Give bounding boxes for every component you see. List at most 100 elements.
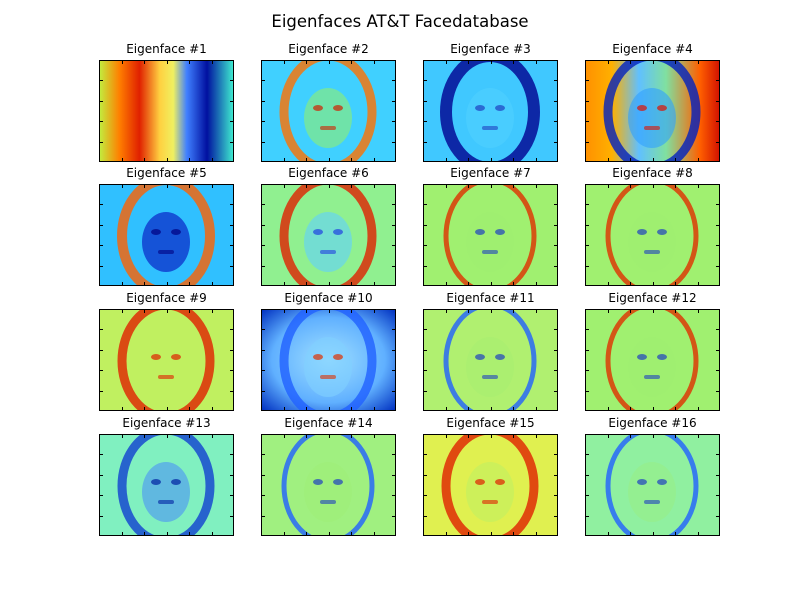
eye-region — [475, 229, 485, 235]
eigenface-image — [423, 309, 558, 411]
hair-halo — [443, 184, 537, 286]
mouth-region — [644, 500, 660, 504]
eye-region — [657, 105, 667, 111]
face-region — [304, 88, 352, 148]
eigenface-heatmap — [423, 60, 558, 162]
panel-border — [99, 184, 234, 286]
panel-border — [261, 309, 396, 411]
panel-title: Eigenface #4 — [612, 42, 693, 56]
face-region — [304, 337, 352, 397]
eigenface-heatmap — [423, 309, 558, 411]
panel-border — [423, 309, 558, 411]
hair-halo — [605, 309, 699, 411]
eye-region — [333, 105, 343, 111]
eigenface-image — [585, 434, 720, 536]
mouth-region — [320, 375, 336, 379]
hair-halo — [279, 60, 377, 162]
face-region — [142, 462, 190, 522]
eye-region — [313, 105, 323, 111]
face-region — [466, 337, 514, 397]
eye-region — [657, 229, 667, 235]
axis-ticks — [585, 434, 720, 536]
panel-border — [585, 60, 720, 162]
panel-border — [585, 309, 720, 411]
eye-region — [333, 229, 343, 235]
eye-region — [495, 354, 505, 360]
face-region — [466, 88, 514, 148]
eigenface-heatmap — [99, 434, 234, 536]
face-region — [304, 212, 352, 272]
mouth-region — [320, 500, 336, 504]
eigenface-heatmap — [585, 60, 720, 162]
eigenface-heatmap — [99, 184, 234, 286]
panel-title: Eigenface #12 — [608, 291, 697, 305]
eigenface-image — [261, 309, 396, 411]
mouth-region — [644, 375, 660, 379]
eye-region — [171, 229, 181, 235]
hair-halo — [117, 309, 215, 411]
eigenface-image — [261, 434, 396, 536]
panel-border — [261, 184, 396, 286]
eigenface-heatmap — [261, 60, 396, 162]
eye-region — [171, 354, 181, 360]
hair-halo — [441, 434, 539, 536]
hair-halo — [605, 184, 699, 286]
panel-title: Eigenface #6 — [288, 166, 369, 180]
panel-border — [423, 60, 558, 162]
eye-region — [313, 354, 323, 360]
panel-title: Eigenface #11 — [446, 291, 535, 305]
eigenface-heatmap — [423, 434, 558, 536]
face-region — [628, 88, 676, 148]
panel-title: Eigenface #9 — [126, 291, 207, 305]
eigenface-image — [99, 309, 234, 411]
eigenface-image — [585, 184, 720, 286]
eigenface-heatmap — [99, 60, 234, 162]
panel-title: Eigenface #14 — [284, 416, 373, 430]
hair-halo — [603, 60, 701, 162]
eye-region — [151, 229, 161, 235]
hair-halo — [279, 184, 377, 286]
panel-border — [261, 434, 396, 536]
eigenface-heatmap — [585, 184, 720, 286]
eye-region — [475, 354, 485, 360]
panel-border — [99, 60, 234, 162]
hair-halo — [443, 309, 537, 411]
hair-halo — [279, 309, 377, 411]
figure-title: Eigenfaces AT&T Facedatabase — [271, 12, 529, 31]
panel-border — [261, 60, 396, 162]
panel-title: Eigenface #13 — [122, 416, 211, 430]
eye-region — [171, 479, 181, 485]
eigenface-heatmap — [261, 309, 396, 411]
eigenface-image — [585, 60, 720, 162]
eigenface-image — [99, 60, 234, 162]
panel-border — [423, 434, 558, 536]
panel-title: Eigenface #5 — [126, 166, 207, 180]
eye-region — [657, 354, 667, 360]
eye-region — [637, 105, 647, 111]
mouth-region — [482, 250, 498, 254]
eye-region — [333, 479, 343, 485]
mouth-region — [320, 126, 336, 130]
eye-region — [475, 105, 485, 111]
eye-region — [313, 229, 323, 235]
panel-title: Eigenface #10 — [284, 291, 373, 305]
panel-title: Eigenface #15 — [446, 416, 535, 430]
eigenface-image — [99, 434, 234, 536]
eye-region — [151, 479, 161, 485]
mouth-region — [482, 500, 498, 504]
eigenface-image — [585, 309, 720, 411]
mouth-region — [482, 375, 498, 379]
eye-region — [495, 229, 505, 235]
eye-region — [495, 479, 505, 485]
face-region — [304, 462, 352, 522]
eigenface-image — [99, 184, 234, 286]
face-region — [466, 212, 514, 272]
hair-halo — [440, 60, 540, 162]
hair-halo — [605, 434, 699, 536]
eigenface-image — [423, 434, 558, 536]
panel-title: Eigenface #1 — [126, 42, 207, 56]
eigenface-image — [261, 60, 396, 162]
eye-region — [637, 479, 647, 485]
eye-region — [333, 354, 343, 360]
